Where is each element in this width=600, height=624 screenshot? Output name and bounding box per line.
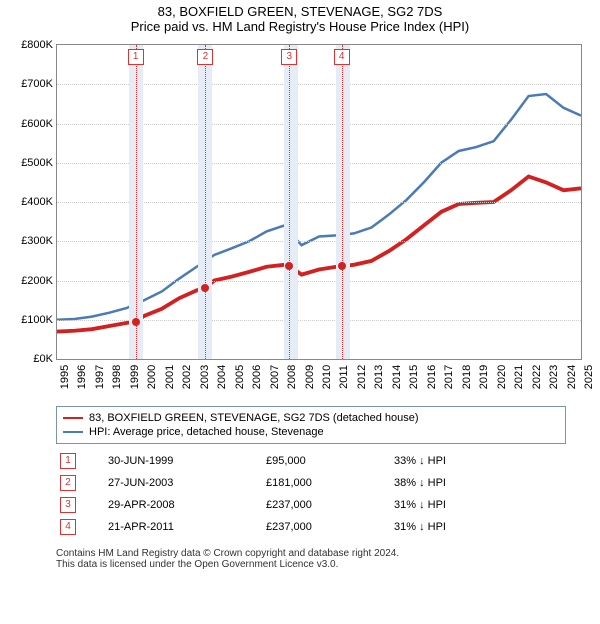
sale-vline [205, 45, 206, 359]
event-price: £95,000 [262, 450, 390, 472]
xtick-label: 2018 [459, 365, 473, 389]
xtick-label: 2012 [354, 365, 368, 389]
xtick-label: 2024 [564, 365, 578, 389]
title-line-2: Price paid vs. HM Land Registry's House … [0, 19, 600, 34]
event-index: 4 [60, 519, 76, 535]
ytick-label: £100K [21, 314, 57, 326]
event-date: 29-APR-2008 [104, 494, 262, 516]
plot-region: £0K£100K£200K£300K£400K£500K£600K£700K£8… [56, 44, 582, 360]
sale-point [201, 284, 209, 292]
xtick-label: 2020 [494, 365, 508, 389]
xtick-label: 2006 [249, 365, 263, 389]
event-delta: 38% ↓ HPI [390, 472, 566, 494]
chart-title-block: 83, BOXFIELD GREEN, STEVENAGE, SG2 7DS P… [0, 4, 600, 34]
xtick-label: 1996 [74, 365, 88, 389]
sale-marker: 3 [281, 49, 297, 65]
event-row: 2 27-JUN-2003£181,00038% ↓ HPI [56, 472, 566, 494]
xtick-label: 2005 [232, 365, 246, 389]
sale-vline [342, 45, 343, 359]
event-row: 4 21-APR-2011£237,00031% ↓ HPI [56, 516, 566, 538]
sale-point [132, 318, 140, 326]
xtick-label: 2007 [267, 365, 281, 389]
ytick-label: £600K [21, 118, 57, 130]
legend-row: 83, BOXFIELD GREEN, STEVENAGE, SG2 7DS (… [63, 411, 559, 425]
xtick-label: 1995 [57, 365, 71, 389]
title-line-1: 83, BOXFIELD GREEN, STEVENAGE, SG2 7DS [0, 4, 600, 19]
sale-marker: 4 [334, 49, 350, 65]
footer-attribution: Contains HM Land Registry data © Crown c… [56, 548, 566, 570]
ytick-label: £400K [21, 196, 57, 208]
event-delta: 31% ↓ HPI [390, 494, 566, 516]
xtick-label: 1997 [92, 365, 106, 389]
event-price: £237,000 [262, 516, 390, 538]
xtick-label: 1998 [109, 365, 123, 389]
ytick-label: £0K [33, 353, 57, 365]
xtick-label: 2011 [336, 365, 350, 389]
xtick-label: 2022 [529, 365, 543, 389]
xtick-label: 2013 [371, 365, 385, 389]
legend-swatch [63, 417, 83, 419]
xtick-label: 2008 [284, 365, 298, 389]
xtick-label: 2023 [546, 365, 560, 389]
xtick-label: 2003 [197, 365, 211, 389]
sale-marker: 1 [128, 49, 144, 65]
xtick-label: 2021 [511, 365, 525, 389]
footer-line-2: This data is licensed under the Open Gov… [56, 559, 566, 570]
legend-swatch [63, 431, 83, 433]
xtick-label: 2002 [179, 365, 193, 389]
sale-vline [136, 45, 137, 359]
event-price: £237,000 [262, 494, 390, 516]
event-index: 1 [60, 453, 76, 469]
xtick-label: 1999 [127, 365, 141, 389]
event-index: 3 [60, 497, 76, 513]
xtick-label: 2015 [406, 365, 420, 389]
event-delta: 31% ↓ HPI [390, 516, 566, 538]
event-price: £181,000 [262, 472, 390, 494]
ytick-label: £800K [21, 39, 57, 51]
xtick-label: 2010 [319, 365, 333, 389]
sale-marker: 2 [197, 49, 213, 65]
xtick-label: 2000 [144, 365, 158, 389]
legend-row: HPI: Average price, detached house, Stev… [63, 425, 559, 439]
sale-point [285, 262, 293, 270]
event-delta: 33% ↓ HPI [390, 450, 566, 472]
xtick-label: 2017 [441, 365, 455, 389]
event-row: 3 29-APR-2008£237,00031% ↓ HPI [56, 494, 566, 516]
xtick-label: 2019 [476, 365, 490, 389]
xtick-label: 2001 [162, 365, 176, 389]
event-date: 30-JUN-1999 [104, 450, 262, 472]
ytick-label: £500K [21, 157, 57, 169]
events-table: 1 30-JUN-1999£95,00033% ↓ HPI 2 27-JUN-2003… [56, 450, 566, 538]
ytick-label: £700K [21, 78, 57, 90]
sale-vline [289, 45, 290, 359]
sale-band [336, 45, 350, 359]
event-row: 1 30-JUN-1999£95,00033% ↓ HPI [56, 450, 566, 472]
event-date: 27-JUN-2003 [104, 472, 262, 494]
legend-label: HPI: Average price, detached house, Stev… [89, 426, 324, 438]
ytick-label: £300K [21, 235, 57, 247]
xtick-label: 2014 [389, 365, 403, 389]
xtick-label: 2004 [214, 365, 228, 389]
footer-line-1: Contains HM Land Registry data © Crown c… [56, 548, 566, 559]
legend-label: 83, BOXFIELD GREEN, STEVENAGE, SG2 7DS (… [89, 412, 419, 424]
xtick-label: 2016 [424, 365, 438, 389]
event-date: 21-APR-2011 [104, 516, 262, 538]
xtick-label: 2009 [302, 365, 316, 389]
sale-band [284, 45, 298, 359]
chart-area: £0K £100K £200K £300K £400K £500K £600K £700K £8… [12, 40, 588, 400]
ytick-label: £200K [21, 275, 57, 287]
sale-point [338, 262, 346, 270]
event-index: 2 [60, 475, 76, 491]
xtick-label: 2025 [581, 365, 595, 389]
legend: 83, BOXFIELD GREEN, STEVENAGE, SG2 7DS (… [56, 406, 566, 444]
